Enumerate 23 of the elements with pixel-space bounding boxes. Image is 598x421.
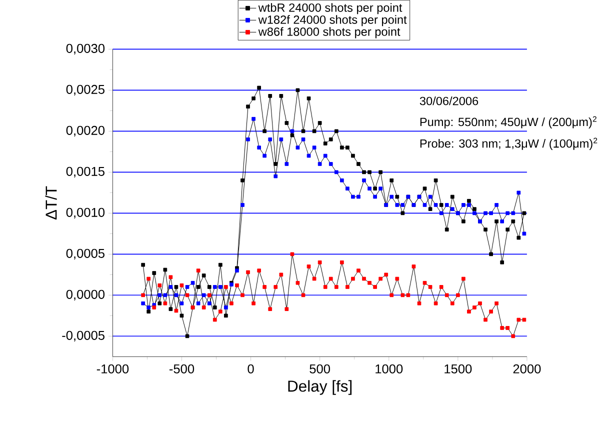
annotation: Pump: 550nm; 450μW / (200μm)$^{2}$ — [420, 116, 596, 129]
annotation: Probe: 303 nm; 1,3μW / (100μm)$^{2}$ — [420, 138, 598, 150]
y-tick-label: -0,0005 — [62, 330, 104, 342]
y-axis-title: ΔT/T — [45, 186, 57, 220]
x-axis-title: Delay [fs] — [288, 380, 352, 395]
x-tick-label: 2000 — [513, 364, 541, 374]
annotation: 30/06/2006 — [420, 96, 478, 106]
x-tick-label: -1000 — [96, 364, 129, 374]
legend-label: wtbR 24000 shots per point — [258, 3, 402, 14]
y-tick-label: 0,0020 — [66, 126, 105, 137]
y-tick-label: 0,0010 — [66, 208, 105, 218]
x-tick-label: 1500 — [444, 364, 472, 374]
y-tick-label: 0,0030 — [66, 44, 105, 55]
y-tick-label: 0,0015 — [66, 166, 104, 178]
y-tick-label: 0,0005 — [66, 248, 104, 260]
legend-label: w182f 24000 shots per point — [258, 15, 407, 26]
y-tick-label: 0,0000 — [66, 290, 105, 300]
x-tick-label: 1000 — [376, 364, 403, 374]
x-tick-label: 500 — [310, 364, 330, 374]
x-tick-label: -500 — [170, 364, 194, 374]
x-tick-label: 0 — [248, 364, 254, 374]
y-tick-label: 0,0025 — [66, 84, 104, 96]
legend-label: w86f 18000 shots per point — [258, 27, 400, 38]
